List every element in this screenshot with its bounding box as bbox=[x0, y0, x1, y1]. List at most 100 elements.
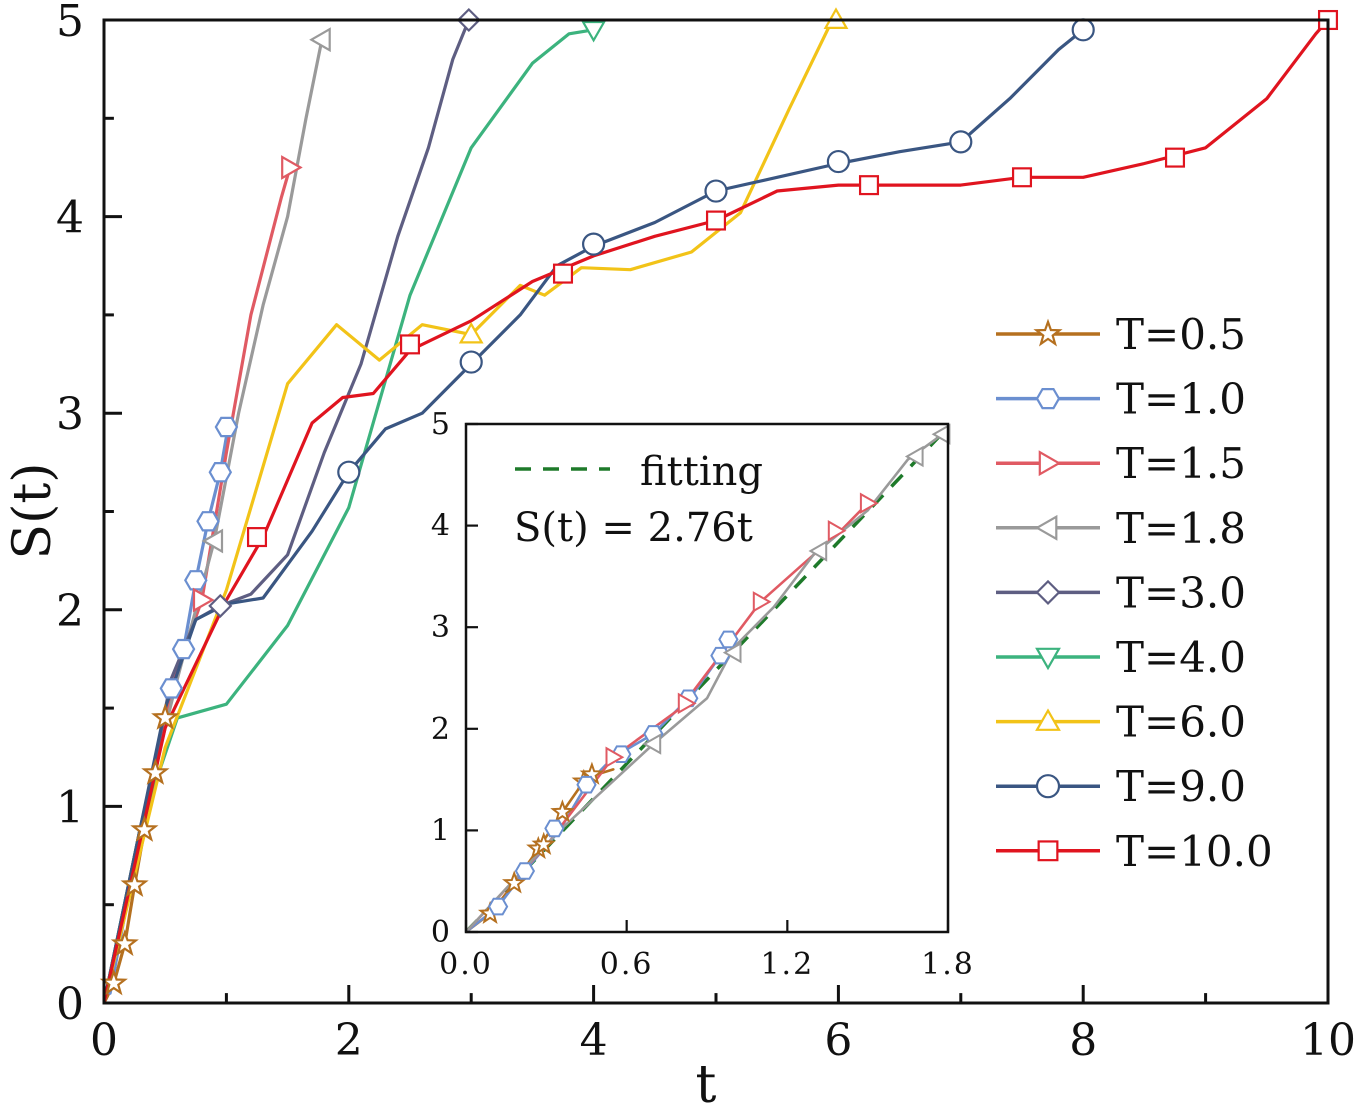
inset-marker-t-0-5 bbox=[531, 831, 556, 855]
main-marker-t-0-5 bbox=[110, 929, 139, 957]
main-x-tick-label: 10 bbox=[1300, 1015, 1356, 1066]
legend-label-t-4-0: T=4.0 bbox=[1116, 633, 1246, 682]
inset-y-tick-label: 0 bbox=[431, 915, 452, 950]
main-series-line-t-9-0 bbox=[104, 28, 1085, 1003]
main-y-tick-label: 4 bbox=[56, 193, 84, 244]
inset-marker-t-1-8 bbox=[722, 641, 742, 664]
legend-label-t-1-8: T=1.8 bbox=[1116, 504, 1246, 553]
main-y-tick-label: 5 bbox=[56, 0, 84, 47]
inset-marker-t-1-0 bbox=[487, 897, 509, 916]
main-y-tick-label: 2 bbox=[56, 586, 84, 637]
inset-marker-t-1-5 bbox=[677, 692, 697, 715]
inset-plot-area: 0.0 0.6 1.2 1.8 0 1 2 3 4 5 fitting S(t) = 2.76t bbox=[431, 407, 975, 982]
inset-axis-ticks: 0.0 0.6 1.2 1.8 0 1 2 3 4 5 bbox=[431, 407, 975, 982]
legend-marker-t-1-5 bbox=[1038, 450, 1062, 477]
main-marker-t-10-0 bbox=[1011, 167, 1033, 188]
legend-label-t-10-0: T=10.0 bbox=[1116, 827, 1273, 876]
main-series-line-t-6-0 bbox=[104, 20, 834, 1003]
main-marker-t-4-0 bbox=[581, 20, 606, 43]
inset-x-tick-label: 0.6 bbox=[600, 947, 654, 982]
main-marker-t-9-0 bbox=[337, 460, 361, 484]
main-marker-t-1-5 bbox=[281, 155, 303, 180]
main-x-tick-label: 2 bbox=[335, 1015, 363, 1066]
legend-marker-t-3-0 bbox=[1035, 579, 1061, 605]
main-marker-t-1-8 bbox=[201, 528, 224, 554]
main-y-tick-label: 0 bbox=[56, 979, 84, 1030]
main-marker-t-0-5 bbox=[99, 968, 128, 996]
legend-marker-t-9-0 bbox=[1035, 774, 1061, 799]
legend-marker-t-6-0 bbox=[1035, 708, 1061, 731]
inset-marker-t-1-8 bbox=[642, 733, 662, 755]
inset-x-tick-label: 0.0 bbox=[439, 947, 493, 982]
inset-marker-t-1-5 bbox=[752, 591, 772, 613]
inset-marker-t-1-0 bbox=[710, 646, 731, 665]
legend-marker-t-0-5 bbox=[1033, 318, 1063, 347]
inset-marker-t-1-5 bbox=[605, 746, 625, 768]
inset-plot-frame bbox=[464, 422, 950, 934]
inset-marker-t-0-5 bbox=[550, 799, 575, 823]
main-x-tick-label: 0 bbox=[90, 1015, 118, 1066]
main-marker-t-6-0 bbox=[458, 321, 484, 344]
inset-marker-t-1-8 bbox=[808, 540, 828, 562]
inset-y-tick-label: 4 bbox=[431, 509, 452, 544]
main-marker-t-10-0 bbox=[552, 263, 574, 284]
main-marker-t-1-0 bbox=[208, 462, 233, 483]
legend-marker-t-4-0 bbox=[1035, 647, 1061, 671]
inset-series-markers bbox=[477, 423, 951, 925]
main-marker-t-9-0 bbox=[704, 179, 728, 203]
inset-marker-t-1-0 bbox=[514, 862, 536, 880]
main-x-tick-label: 8 bbox=[1069, 1015, 1097, 1066]
main-series-markers bbox=[99, 7, 1339, 996]
main-marker-t-1-0 bbox=[196, 511, 220, 532]
main-x-tick-label: 6 bbox=[824, 1015, 852, 1066]
inset-marker-t-1-0 bbox=[576, 775, 597, 794]
inset-marker-t-1-8 bbox=[931, 423, 951, 445]
main-y-tick-label: 3 bbox=[56, 389, 84, 440]
main-marker-t-1-0 bbox=[184, 570, 208, 591]
inset-y-tick-label: 3 bbox=[431, 610, 452, 645]
main-marker-t-0-5 bbox=[151, 703, 180, 730]
main-series-line-t-10-0 bbox=[104, 20, 1328, 1003]
main-marker-t-1-0 bbox=[159, 678, 184, 699]
fitting-legend-label: fitting bbox=[640, 449, 763, 495]
inset-x-tick-label: 1.2 bbox=[760, 947, 814, 982]
main-marker-t-3-0 bbox=[208, 593, 233, 618]
main-marker-t-9-0 bbox=[826, 149, 851, 174]
legend-marker-t-1-8 bbox=[1034, 514, 1058, 541]
inset-marker-t-1-5 bbox=[827, 519, 847, 542]
inset-marker-t-1-8 bbox=[904, 445, 924, 468]
inset-y-tick-label: 5 bbox=[431, 407, 452, 442]
inset-marker-t-1-0 bbox=[544, 819, 565, 838]
inset-x-tick-label: 1.8 bbox=[921, 947, 975, 982]
inset-y-tick-label: 1 bbox=[431, 813, 452, 848]
legend-label-t-1-0: T=1.0 bbox=[1116, 375, 1246, 424]
y-axis-title: S(t) bbox=[3, 462, 63, 559]
legend: T=0.5 T=1.0 T=1.5 T=1.8 T=3.0 T=4.0 T=6.0 T=9.0… bbox=[996, 310, 1273, 876]
inset-marker-t-1-5 bbox=[859, 492, 879, 514]
main-marker-t-10-0 bbox=[705, 210, 727, 231]
main-marker-t-10-0 bbox=[1164, 147, 1186, 168]
main-marker-t-9-0 bbox=[1071, 18, 1095, 42]
main-marker-t-1-0 bbox=[171, 638, 196, 660]
main-marker-t-10-0 bbox=[858, 175, 880, 196]
inset-y-tick-label: 2 bbox=[431, 712, 452, 747]
inset-series-line-t-1-8 bbox=[466, 432, 944, 932]
legend-label-t-3-0: T=3.0 bbox=[1116, 568, 1246, 617]
legend-marker-t-1-0 bbox=[1035, 388, 1061, 410]
legend-label-t-9-0: T=9.0 bbox=[1116, 762, 1246, 811]
main-marker-t-9-0 bbox=[581, 232, 606, 256]
main-marker-t-1-8 bbox=[309, 27, 331, 53]
inset-marker-t-0-5 bbox=[501, 870, 527, 894]
main-marker-t-0-5 bbox=[141, 758, 170, 785]
main-marker-t-0-5 bbox=[120, 870, 149, 898]
main-marker-t-9-0 bbox=[949, 130, 973, 154]
main-y-tick-label: 1 bbox=[56, 782, 84, 833]
main-marker-t-10-0 bbox=[246, 527, 268, 548]
main-marker-t-0-5 bbox=[130, 815, 159, 842]
main-marker-t-9-0 bbox=[459, 350, 483, 374]
main-marker-t-1-5 bbox=[192, 587, 215, 613]
main-marker-t-10-0 bbox=[399, 334, 421, 355]
